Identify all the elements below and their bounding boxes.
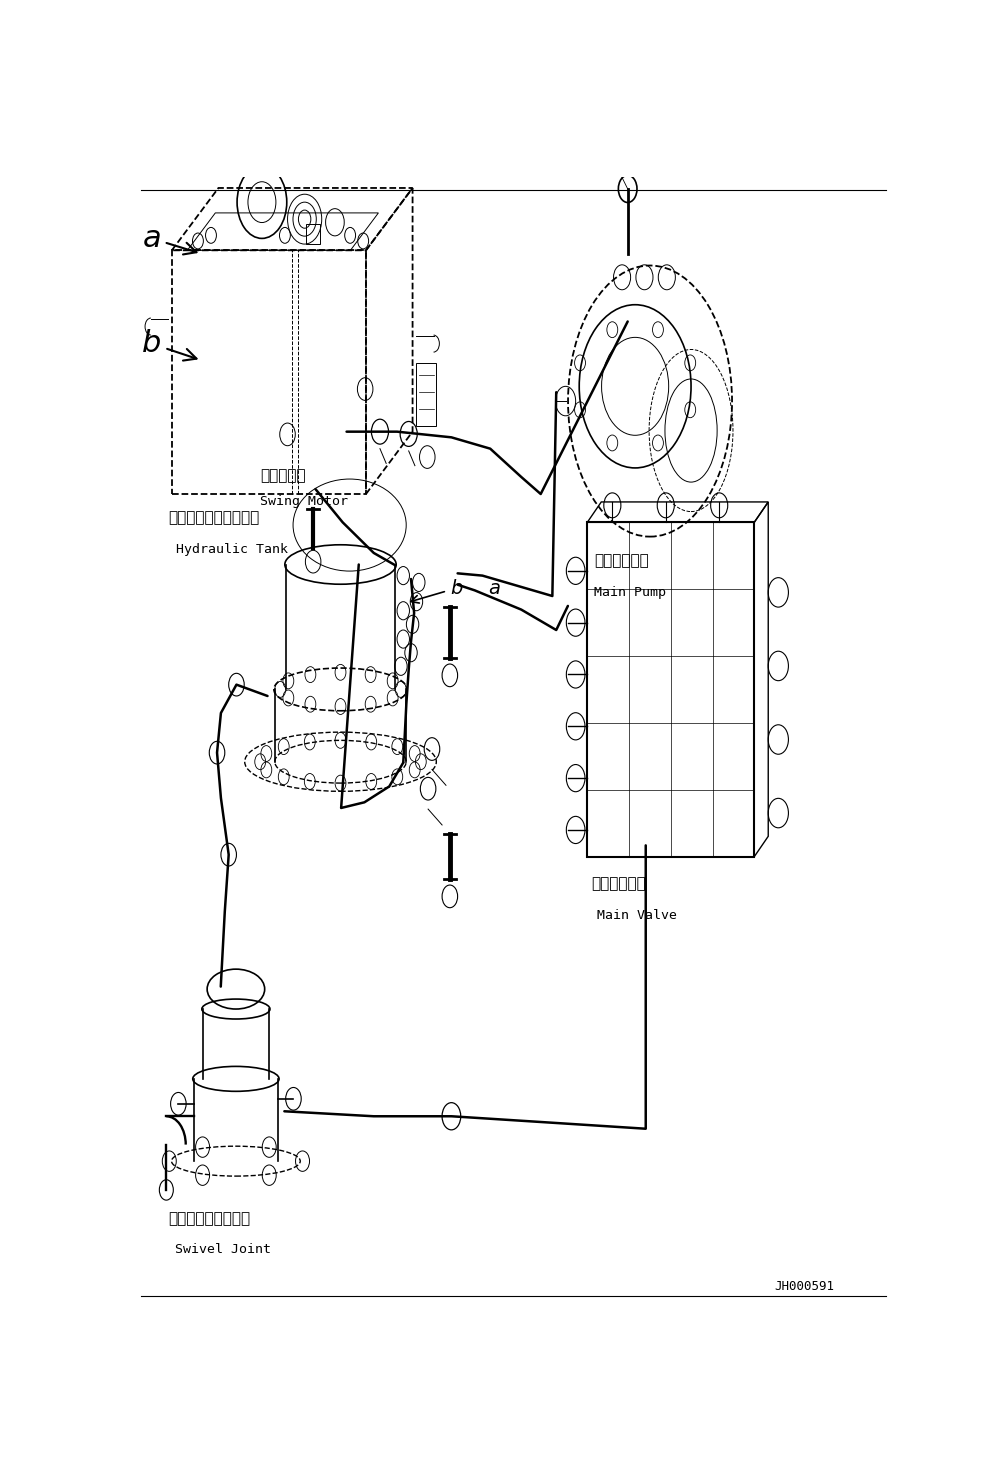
Text: a: a (489, 578, 501, 598)
Text: Swivel Joint: Swivel Joint (175, 1244, 272, 1257)
Text: a: a (142, 224, 196, 255)
Text: メインポンプ: メインポンプ (594, 553, 649, 568)
Bar (307, 224, 321, 244)
Text: スイベルジョイント: スイベルジョイント (167, 1211, 249, 1226)
Text: 旋回モータ: 旋回モータ (261, 468, 306, 483)
Bar (587, 523, 755, 857)
Text: ハイドロリックタンク: ハイドロリックタンク (168, 511, 260, 526)
Text: Hydraulic Tank: Hydraulic Tank (175, 543, 288, 556)
Text: JH000591: JH000591 (775, 1279, 835, 1292)
Text: b: b (411, 578, 462, 604)
Text: b: b (142, 330, 196, 361)
Bar (417, 364, 436, 425)
Text: Swing Motor: Swing Motor (261, 496, 349, 508)
Text: Main Pump: Main Pump (594, 586, 666, 599)
Text: Main Valve: Main Valve (596, 910, 676, 921)
Text: メインバルブ: メインバルブ (591, 876, 646, 892)
